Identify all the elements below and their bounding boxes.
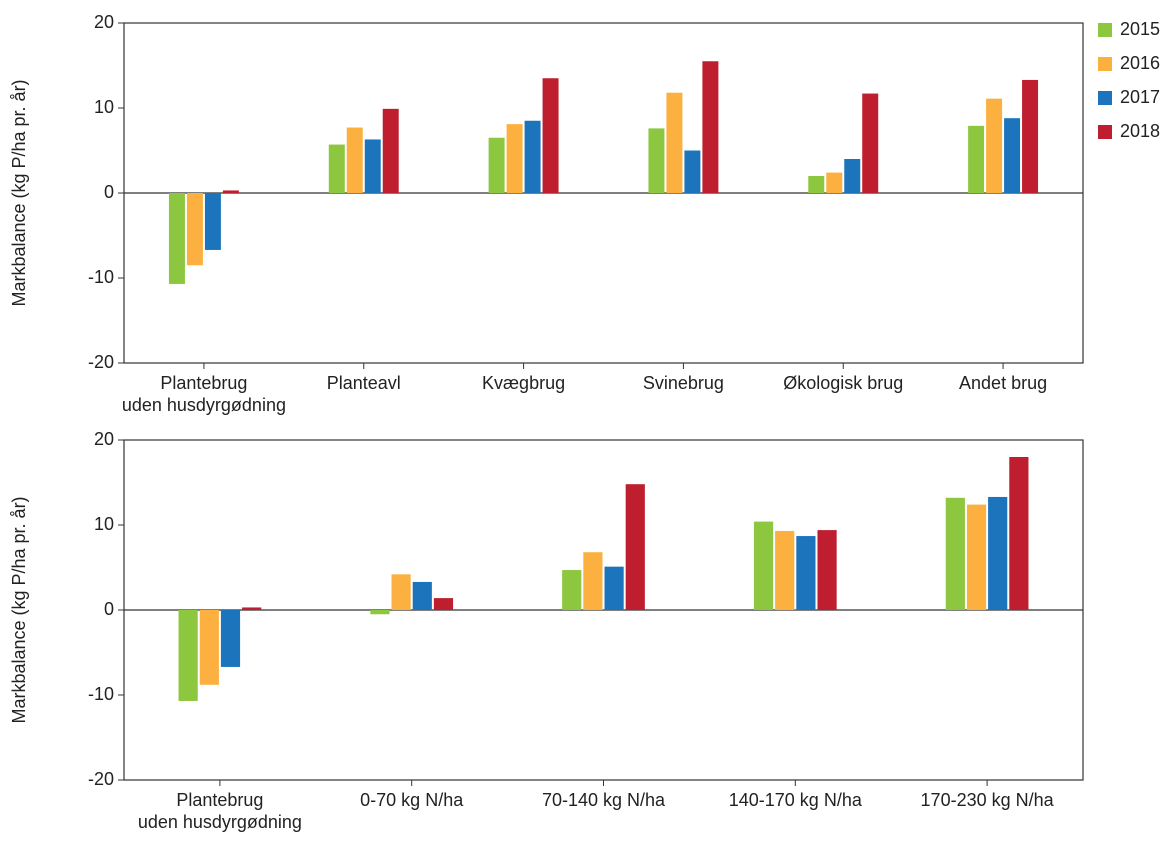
- x-tick-label: 70-140 kg N/ha: [541, 790, 666, 810]
- bar: [562, 570, 582, 610]
- bar: [178, 610, 198, 701]
- bar: [542, 78, 559, 193]
- legend-swatch: [1098, 91, 1112, 105]
- x-tick-label: Plantebrug uden husdyrgødning: [121, 373, 286, 415]
- bar: [346, 127, 363, 193]
- legend-label: 2017: [1120, 87, 1160, 107]
- bar: [862, 93, 879, 193]
- bar: [220, 610, 241, 667]
- bar: [966, 504, 987, 610]
- bar: [168, 193, 185, 284]
- y-tick-label: 0: [104, 182, 114, 202]
- legend-label: 2018: [1120, 121, 1160, 141]
- bar: [753, 521, 774, 610]
- y-tick-label: 0: [104, 599, 114, 619]
- y-tick-label: -10: [88, 684, 114, 704]
- bar: [648, 128, 665, 193]
- y-tick-label: -10: [88, 267, 114, 287]
- bar: [412, 581, 432, 610]
- y-tick-label: 20: [94, 429, 114, 449]
- x-tick-label: Plantebrug uden husdyrgødning: [137, 790, 302, 832]
- bar: [796, 536, 816, 610]
- bar: [242, 607, 262, 610]
- bar: [988, 496, 1008, 610]
- bar: [1009, 457, 1029, 610]
- x-tick-label: 0-70 kg N/ha: [360, 790, 464, 810]
- y-axis-label: Markbalance (kg P/ha pr. år): [9, 496, 29, 723]
- bar: [382, 108, 399, 193]
- y-tick-label: 10: [94, 97, 114, 117]
- x-tick-label: 170-230 kg N/ha: [920, 790, 1054, 810]
- bar: [775, 530, 795, 610]
- y-axis-label: Markbalance (kg P/ha pr. år): [9, 79, 29, 306]
- y-tick-label: -20: [88, 352, 114, 372]
- bar: [204, 193, 221, 250]
- x-tick-label: Kvægbrug: [482, 373, 566, 393]
- bar: [808, 176, 825, 193]
- y-tick-label: 10: [94, 514, 114, 534]
- bar: [817, 530, 837, 610]
- bar: [604, 566, 624, 610]
- legend-swatch: [1098, 57, 1112, 71]
- bar: [524, 120, 541, 193]
- bar: [826, 172, 843, 193]
- bar: [391, 574, 411, 610]
- bar: [666, 92, 683, 193]
- legend-label: 2016: [1120, 53, 1160, 73]
- bar: [328, 144, 345, 193]
- bar: [625, 484, 645, 610]
- legend-swatch: [1098, 23, 1112, 37]
- x-tick-label: Svinebrug: [642, 373, 724, 393]
- bar: [1022, 79, 1039, 193]
- bar: [488, 137, 505, 193]
- bar: [968, 125, 985, 193]
- x-tick-label: Planteavl: [326, 373, 401, 393]
- bar: [433, 598, 454, 610]
- bar: [370, 610, 390, 615]
- legend-swatch: [1098, 125, 1112, 139]
- bar: [583, 552, 603, 610]
- bar: [506, 124, 523, 193]
- bar: [684, 150, 701, 193]
- y-tick-label: -20: [88, 769, 114, 789]
- x-tick-label: Økologisk brug: [783, 373, 904, 393]
- x-tick-label: 140-170 kg N/ha: [728, 790, 862, 810]
- bar: [945, 497, 965, 610]
- bar: [186, 193, 203, 266]
- bar: [844, 159, 861, 193]
- x-tick-label: Andet brug: [959, 373, 1048, 393]
- y-tick-label: 20: [94, 12, 114, 32]
- bar: [199, 610, 219, 685]
- legend-label: 2015: [1120, 19, 1160, 39]
- bar: [702, 61, 719, 193]
- bar: [1004, 118, 1021, 193]
- bar: [986, 98, 1003, 193]
- bar: [364, 139, 381, 193]
- bar: [222, 190, 239, 193]
